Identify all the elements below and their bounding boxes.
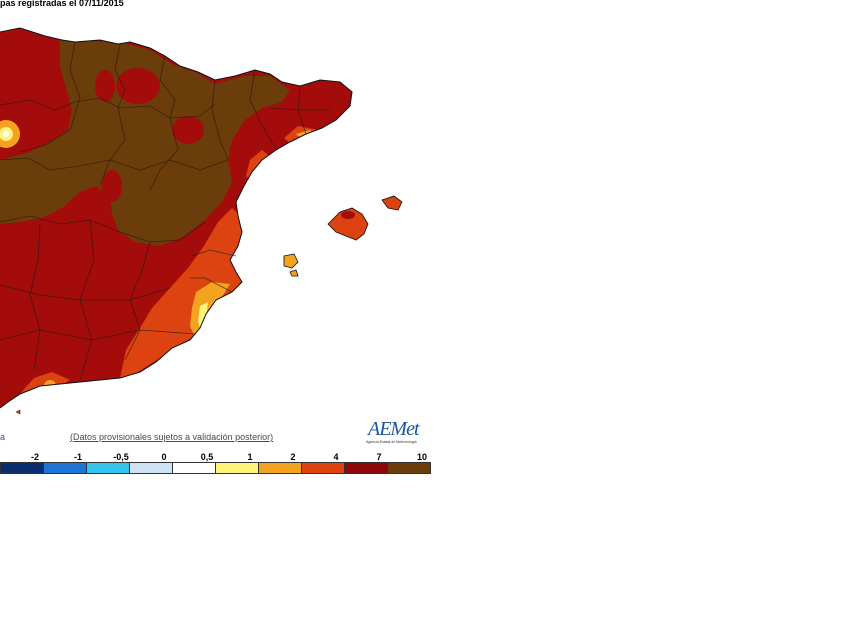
anomaly-map xyxy=(0,27,403,415)
legend-label: 0,5 xyxy=(200,452,214,462)
legend-swatch xyxy=(43,463,86,473)
legend-label: 4 xyxy=(333,452,339,462)
mallorca xyxy=(327,207,369,241)
patch-red xyxy=(116,68,160,104)
formentera xyxy=(289,269,299,277)
legend-label: -1 xyxy=(73,452,83,462)
province-borders xyxy=(0,41,330,381)
provisional-data-note: (Datos provisionales sujetos a validació… xyxy=(70,432,274,442)
legend-swatch xyxy=(129,463,172,473)
legend-swatch xyxy=(258,463,301,473)
legend-label: -2 xyxy=(30,452,40,462)
legend-label: 0 xyxy=(161,452,167,462)
logo-subtitle: Agencia Estatal de Meteorología xyxy=(366,440,417,444)
coastline xyxy=(0,27,353,409)
legend-swatch xyxy=(387,463,430,473)
legend-label: 1 xyxy=(247,452,253,462)
zone-low-spot xyxy=(44,380,56,392)
aemet-logo: AEMet Agencia Estatal de Meteorología xyxy=(362,418,424,446)
map-title: pas registradas el 07/11/2015 xyxy=(0,0,124,8)
legend-swatch xyxy=(301,463,344,473)
legend-swatch xyxy=(344,463,387,473)
patch-red xyxy=(95,70,115,102)
legend-swatch xyxy=(172,463,215,473)
legend-swatch xyxy=(215,463,258,473)
color-legend: -2 -1 -0,5 0 0,5 1 2 4 7 10 xyxy=(0,452,431,474)
menorca xyxy=(381,195,403,211)
legend-label: 2 xyxy=(290,452,296,462)
legend-label: 7 xyxy=(376,452,382,462)
small-island xyxy=(15,409,21,415)
footer-fragment-text: a xyxy=(0,432,6,442)
zone-mid-east xyxy=(120,208,246,378)
patch-red xyxy=(102,170,122,202)
zone-lowest-spot xyxy=(258,167,264,173)
balearic-islands xyxy=(283,195,403,277)
legend-swatch xyxy=(86,463,129,473)
zone-very-high xyxy=(0,40,290,246)
legend-label: 10 xyxy=(416,452,428,462)
mallorca-core xyxy=(341,211,355,219)
ibiza xyxy=(283,253,299,269)
patch-red xyxy=(82,194,106,214)
legend-label: -0,5 xyxy=(113,452,129,462)
legend-bar xyxy=(0,462,431,474)
patch-red xyxy=(172,116,204,144)
legend-swatch xyxy=(0,463,43,473)
logo-text: AEMet xyxy=(368,418,420,440)
hotspot-west-center xyxy=(3,131,9,137)
zone-lowest-alicante xyxy=(198,302,208,332)
